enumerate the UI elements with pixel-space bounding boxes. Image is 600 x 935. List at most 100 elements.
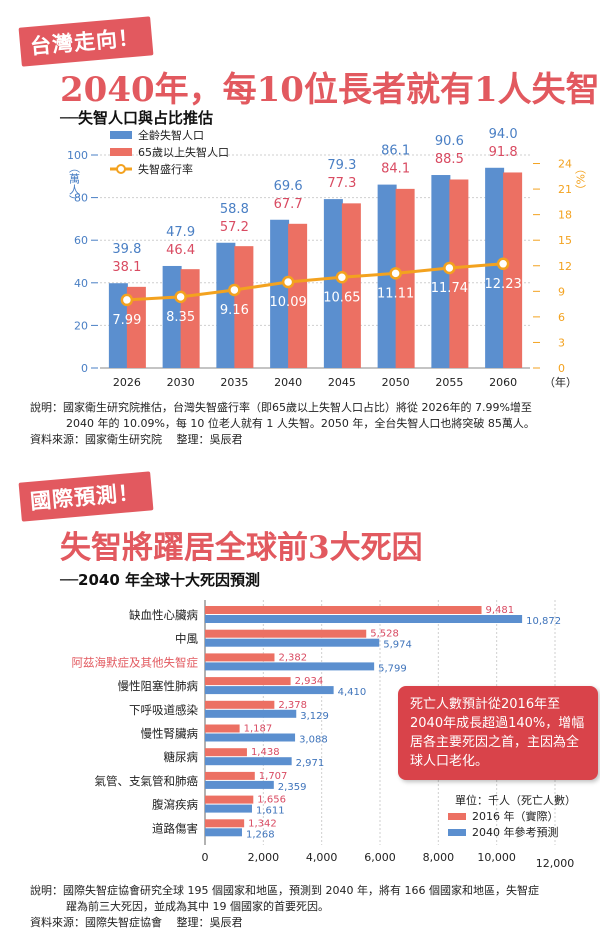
legend-label: 65歲以上失智人口 <box>138 145 229 159</box>
bar-65plus <box>449 179 469 368</box>
bar-2040 <box>205 804 252 813</box>
bar-2040-value-label: 5,799 <box>378 663 407 674</box>
headline-part: 人失智 <box>497 70 600 110</box>
bar-total-value-label: 94.0 <box>489 127 518 142</box>
bar-65plus <box>341 203 361 368</box>
source-line: 資料來源：國家衛生研究院 整理：吳辰君 <box>30 433 243 446</box>
prevalence-line <box>126 262 504 302</box>
bar-2016 <box>205 795 254 804</box>
category-label: 中風 <box>175 632 198 646</box>
x-tick-label: 10,000 <box>477 851 516 864</box>
y-left-tick-label: 40 <box>74 277 88 290</box>
prevalence-point <box>443 261 456 275</box>
headline-number: 1 <box>473 70 498 110</box>
bar-2016-value-label: 2,382 <box>278 652 307 663</box>
bar-65plus-value-label: 57.2 <box>220 220 249 235</box>
prevalence-point <box>496 257 510 271</box>
y-right-tick-label: 0 <box>558 362 565 375</box>
legend-swatch <box>110 131 132 139</box>
bar-2040-value-label: 2,971 <box>296 758 325 769</box>
bar-65plus <box>395 188 415 368</box>
y-left-tick-label: 20 <box>74 319 88 332</box>
legend-swatch-marker <box>116 164 126 174</box>
bar-2016 <box>205 653 275 662</box>
bar-2016 <box>205 629 367 638</box>
bar-2016 <box>205 700 275 709</box>
category-label: 慢性阻塞性肺病 <box>118 679 199 693</box>
y-right-tick-label: 21 <box>558 183 572 196</box>
bar-65plus <box>234 246 254 368</box>
bar-total-value-label: 86.1 <box>381 144 410 159</box>
bar-total-value-label: 47.9 <box>166 225 195 240</box>
prevalence-point <box>174 290 187 304</box>
bar-total-value-label: 39.8 <box>112 242 141 257</box>
y-left-tick-label: 80 <box>74 192 88 205</box>
legend-label: 2040 年參考預測 <box>472 825 559 839</box>
section2-subhead: ──2040 年全球十大死因預測 <box>60 571 261 589</box>
bar-2016-value-label: 5,528 <box>370 629 399 640</box>
bar-2040-value-label: 1,611 <box>256 806 285 817</box>
section1-subhead: ──失智人口與占比推估 <box>60 109 214 127</box>
category-label: 阿茲海默症及其他失智症 <box>72 655 199 669</box>
prevalence-value-label: 9.16 <box>220 303 249 318</box>
headline-year: 2040 <box>60 70 155 110</box>
bar-2040-value-label: 2,359 <box>278 782 307 793</box>
category-label: 慢性腎臟病 <box>141 727 199 741</box>
prevalence-value-label: 12.23 <box>485 277 522 292</box>
bar-2016 <box>205 771 255 780</box>
bar-2016 <box>205 677 291 686</box>
category-label: 糖尿病 <box>164 750 199 764</box>
legend-swatch <box>110 148 132 156</box>
x-tick-label: 2035 <box>220 376 248 389</box>
prevalence-point <box>281 275 295 289</box>
bar-2040 <box>205 638 380 647</box>
bar-total <box>162 265 182 368</box>
headline-part: 大死因 <box>329 530 423 566</box>
note-line: 躍為前三大死因，並成為其中 19 個國家的首要死因。 <box>66 900 329 913</box>
prevalence-value-label: 10.09 <box>270 295 307 310</box>
bar-2040 <box>205 828 242 837</box>
x-tick-label: 2050 <box>382 376 410 389</box>
prevalence-value-label: 10.65 <box>323 290 360 305</box>
bar-2040 <box>205 615 523 623</box>
prevalence-point <box>389 267 402 280</box>
prevalence-value-label: 8.35 <box>166 310 195 325</box>
prevalence-point <box>120 293 134 307</box>
headline-part: 失智將躍居全球前 <box>60 530 308 566</box>
prevalence-value-label: 11.11 <box>377 286 414 301</box>
bar-2016-value-label: 9,481 <box>486 605 515 616</box>
prevalence-value-label: 11.74 <box>431 281 468 296</box>
bar-2016 <box>205 748 247 757</box>
y-right-tick-label: 18 <box>558 209 572 222</box>
y-right-tick-label: 3 <box>558 336 565 349</box>
bar-2016-value-label: 2,378 <box>278 700 307 711</box>
bar-65plus-value-label: 77.3 <box>327 176 356 191</box>
bar-total-value-label: 69.6 <box>274 179 303 194</box>
bar-65plus-value-label: 46.4 <box>166 243 195 258</box>
global-death-causes-chart: 0 2,000 4,000 6,000 8,000 10,000 12,000 缺血性心臟病 9… <box>72 600 576 870</box>
bar-65plus-value-label: 91.8 <box>489 145 518 160</box>
section1-headline: 2040年，每10位長者就有1人失智 <box>60 62 600 111</box>
y-right-tick-label: 24 <box>558 158 572 171</box>
x-tick-label: 0 <box>202 851 209 864</box>
x-tick-label: 2,000 <box>248 851 280 864</box>
x-tick-label: 4,000 <box>306 851 338 864</box>
bar-2016 <box>205 819 245 828</box>
note-line: 說明：國家衛生研究院推估，台灣失智盛行率（即65歲以上失智人口占比）將從 202… <box>30 401 532 414</box>
y-right-tick-label: 12 <box>558 260 572 273</box>
bar-65plus-value-label: 88.5 <box>435 152 464 167</box>
headline-number: 10 <box>256 70 304 110</box>
bar-65plus <box>126 286 146 368</box>
headline-number: 3 <box>308 530 330 566</box>
legend-label: 失智盛行率 <box>138 162 193 176</box>
section1-tag: 台灣走向！ <box>18 16 154 67</box>
bar-total <box>270 219 290 368</box>
bar-2040 <box>205 709 297 718</box>
bar-2040-value-label: 3,088 <box>299 735 328 746</box>
bar-2016 <box>205 606 482 614</box>
bar-2040-value-label: 4,410 <box>338 687 367 698</box>
bar-2016-value-label: 1,438 <box>251 747 280 758</box>
y-right-tick-label: 15 <box>558 234 572 247</box>
y-right-axis-label: （%） <box>574 163 587 195</box>
